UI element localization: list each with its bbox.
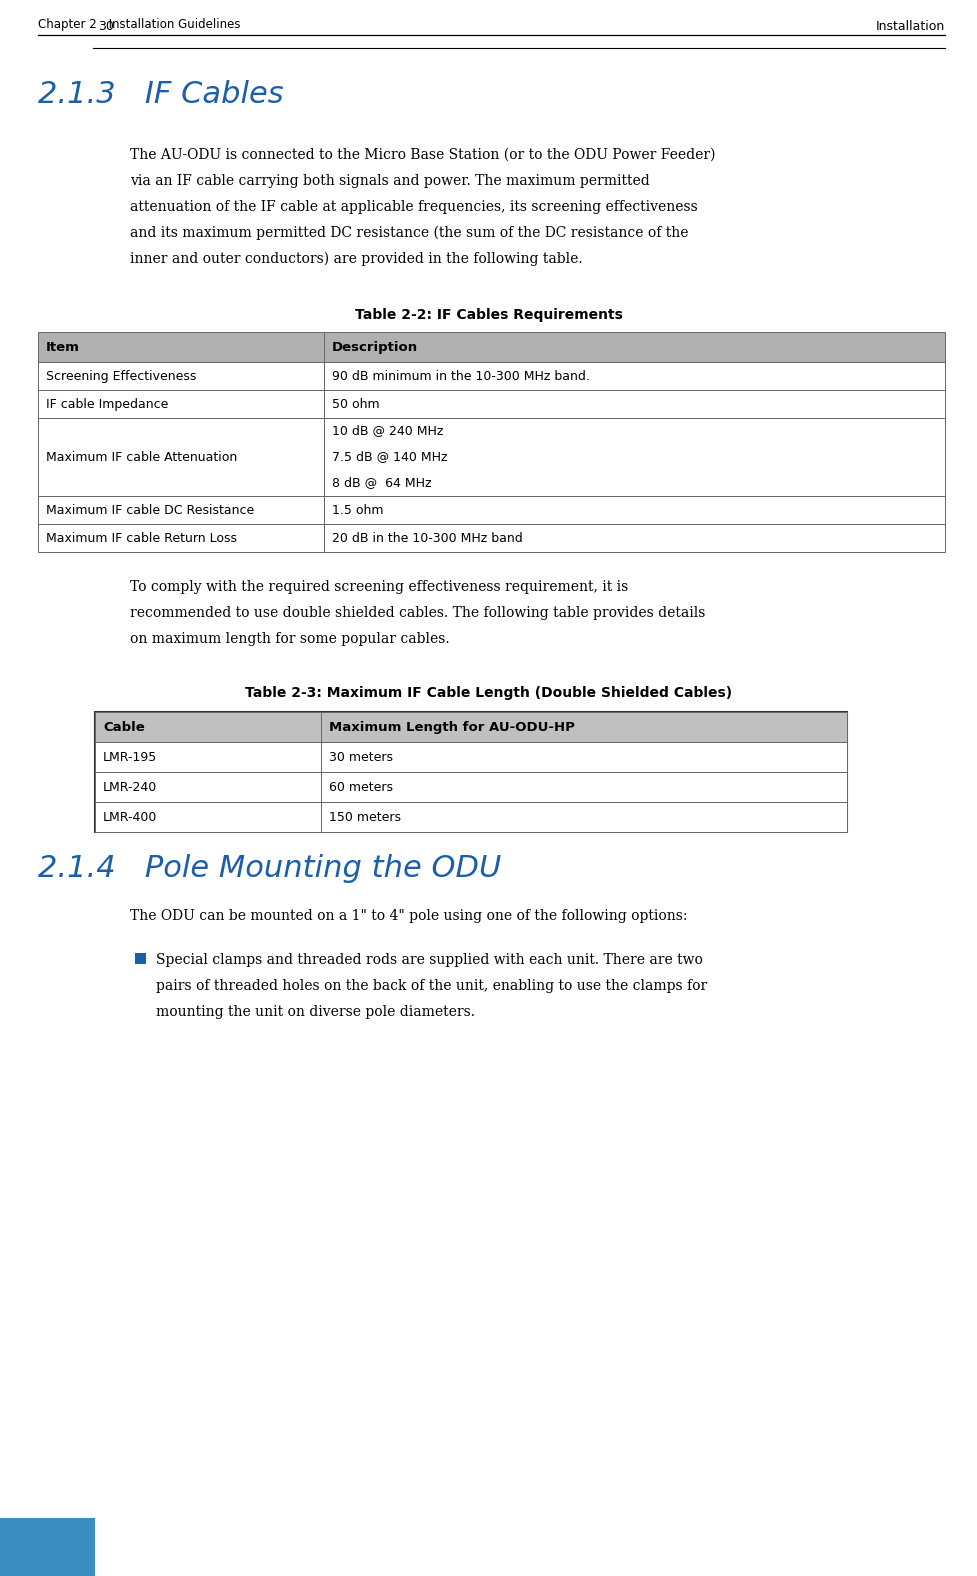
Text: Table 2-3: Maximum IF Cable Length (Double Shielded Cables): Table 2-3: Maximum IF Cable Length (Doub… [245,686,732,700]
Text: 7.5 dB @ 140 MHz: 7.5 dB @ 140 MHz [332,451,447,463]
Bar [38,496,945,523]
Text: pairs of threaded holes on the back of the unit, enabling to use the clamps for: pairs of threaded holes on the back of t… [156,979,707,993]
Text: 30: 30 [98,19,114,33]
Bar [95,802,847,832]
Text: Maximum IF cable Return Loss: Maximum IF cable Return Loss [46,531,237,544]
Bar [135,953,146,965]
Text: 150 meters: 150 meters [328,810,401,824]
Text: Special clamps and threaded rods are supplied with each unit. There are two: Special clamps and threaded rods are sup… [156,953,702,968]
Text: LMR-400: LMR-400 [103,810,157,824]
Text: 20 dB in the 10-300 MHz band: 20 dB in the 10-300 MHz band [332,531,523,544]
Text: via an IF cable carrying both signals and power. The maximum permitted: via an IF cable carrying both signals an… [130,173,650,188]
Bar [95,712,847,742]
Text: The AU-ODU is connected to the Micro Base Station (or to the ODU Power Feeder): The AU-ODU is connected to the Micro Bas… [130,148,715,162]
Text: Description: Description [332,340,418,353]
Text: recommended to use double shielded cables. The following table provides details: recommended to use double shielded cable… [130,607,705,619]
Text: 2.1.4   Pole Mounting the ODU: 2.1.4 Pole Mounting the ODU [38,854,501,883]
Bar [95,712,847,832]
Bar [38,362,945,389]
Text: attenuation of the IF cable at applicable frequencies, its screening effectivene: attenuation of the IF cable at applicabl… [130,200,698,214]
Text: 50 ohm: 50 ohm [332,397,379,410]
Bar [38,389,945,418]
Text: 10 dB @ 240 MHz: 10 dB @ 240 MHz [332,424,444,438]
Text: and its maximum permitted DC resistance (the sum of the DC resistance of the: and its maximum permitted DC resistance … [130,225,689,241]
Text: Maximum IF cable DC Resistance: Maximum IF cable DC Resistance [46,503,254,517]
Text: 60 meters: 60 meters [328,780,393,793]
Text: on maximum length for some popular cables.: on maximum length for some popular cable… [130,632,449,646]
Text: 2.1.3   IF Cables: 2.1.3 IF Cables [38,80,283,109]
Text: 8 dB @  64 MHz: 8 dB @ 64 MHz [332,476,431,490]
Text: Table 2-2: IF Cables Requirements: Table 2-2: IF Cables Requirements [355,307,622,322]
Text: Screening Effectiveness: Screening Effectiveness [46,369,196,383]
Text: Maximum Length for AU-ODU-HP: Maximum Length for AU-ODU-HP [328,720,574,733]
Text: mounting the unit on diverse pole diameters.: mounting the unit on diverse pole diamet… [156,1005,475,1020]
Text: LMR-195: LMR-195 [103,750,157,763]
Text: To comply with the required screening effectiveness requirement, it is: To comply with the required screening ef… [130,580,628,594]
Text: Installation: Installation [875,19,945,33]
Text: 1.5 ohm: 1.5 ohm [332,503,383,517]
Text: LMR-240: LMR-240 [103,780,157,793]
Text: Item: Item [46,340,80,353]
Text: Cable: Cable [103,720,145,733]
Text: IF cable Impedance: IF cable Impedance [46,397,168,410]
Bar [0,1518,95,1576]
Text: Chapter 2 - Installation Guidelines: Chapter 2 - Installation Guidelines [38,17,240,32]
Bar [38,418,945,496]
Text: inner and outer conductors) are provided in the following table.: inner and outer conductors) are provided… [130,252,582,266]
Text: Maximum IF cable Attenuation: Maximum IF cable Attenuation [46,451,237,463]
Bar [95,742,847,772]
Bar [95,772,847,802]
Text: The ODU can be mounted on a 1" to 4" pole using one of the following options:: The ODU can be mounted on a 1" to 4" pol… [130,909,688,924]
Bar [38,333,945,362]
Bar [38,523,945,552]
Text: 90 dB minimum in the 10-300 MHz band.: 90 dB minimum in the 10-300 MHz band. [332,369,589,383]
Text: 30 meters: 30 meters [328,750,393,763]
